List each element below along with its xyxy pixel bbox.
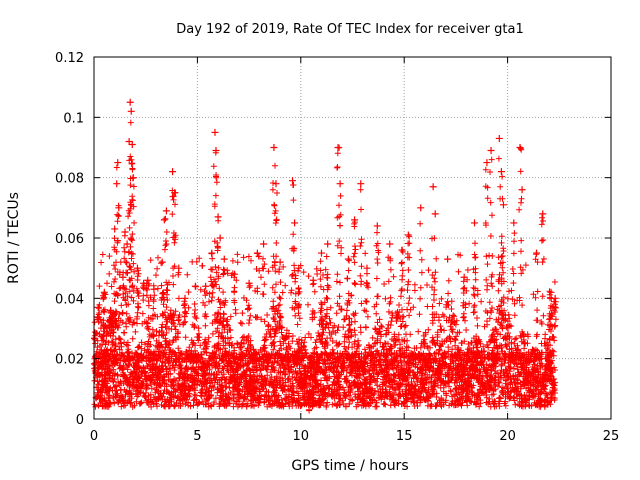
roti-data-point xyxy=(231,270,239,278)
y-tick-label: 0.12 xyxy=(55,51,84,66)
roti-data-point xyxy=(129,174,137,182)
roti-data-point xyxy=(150,285,158,293)
roti-data-point xyxy=(483,159,491,167)
roti-data-point xyxy=(324,240,332,248)
roti-data-point xyxy=(211,128,219,136)
roti-data-point xyxy=(291,219,299,227)
y-tick-label: 0 xyxy=(76,413,84,428)
roti-data-point xyxy=(181,294,189,302)
data-points xyxy=(91,98,559,414)
x-axis-ticks: 0 5 10 15 20 25 xyxy=(90,57,619,444)
roti-data-point xyxy=(133,264,141,272)
roti-data-point xyxy=(471,219,479,227)
roti-data-point xyxy=(373,222,381,230)
roti-data-point xyxy=(516,144,524,151)
roti-data-point xyxy=(111,225,119,233)
roti-data-point xyxy=(289,177,297,185)
roti-data-point xyxy=(351,216,359,224)
roti-data-point xyxy=(175,264,183,272)
roti-data-point xyxy=(202,282,210,290)
roti-data-point xyxy=(431,210,439,218)
roti-data-point xyxy=(495,134,503,142)
roti-data-point xyxy=(123,240,131,248)
roti-data-point xyxy=(260,240,268,248)
roti-data-point xyxy=(144,276,152,284)
roti-data-point xyxy=(270,144,278,151)
roti-data-point xyxy=(487,147,495,155)
y-tick-label: 0.04 xyxy=(55,292,84,307)
roti-data-point xyxy=(191,282,199,290)
roti-data-point xyxy=(126,98,134,106)
roti-data-point xyxy=(100,288,108,296)
roti-data-point xyxy=(499,201,507,209)
roti-data-point xyxy=(220,255,228,263)
roti-data-point xyxy=(497,168,505,176)
roti-data-point xyxy=(253,249,261,257)
roti-data-point xyxy=(162,207,170,215)
y-tick-label: 0.08 xyxy=(55,172,84,187)
x-tick-label: 10 xyxy=(293,429,310,444)
y-tick-label: 0.02 xyxy=(55,353,84,368)
x-tick-label: 25 xyxy=(603,429,620,444)
x-tick-label: 0 xyxy=(90,429,98,444)
roti-data-point xyxy=(216,234,224,242)
y-axis-ticks: 0 0.02 0.04 0.06 0.08 0.1 0.12 xyxy=(55,51,611,428)
roti-data-point xyxy=(107,306,115,314)
roti-data-point xyxy=(344,255,352,263)
roti-data-point xyxy=(429,183,437,191)
roti-data-point xyxy=(115,204,123,212)
roti-data-point xyxy=(336,180,344,188)
y-tick-label: 0.06 xyxy=(55,232,84,247)
roti-data-point xyxy=(334,144,342,151)
roti-data-point xyxy=(245,279,253,287)
roti-data-point xyxy=(539,210,547,218)
roti-data-point xyxy=(295,264,303,272)
x-tick-label: 15 xyxy=(396,429,413,444)
roti-data-point xyxy=(169,168,177,176)
roti-point-cloud xyxy=(91,119,559,414)
y-axis-label: ROTI / TECUs xyxy=(6,192,22,284)
x-axis-label: GPS time / hours xyxy=(291,458,408,474)
roti-data-point xyxy=(533,249,541,257)
roti-data-point xyxy=(140,279,148,287)
roti-data-point xyxy=(119,273,127,281)
roti-data-point xyxy=(109,312,117,320)
roti-data-point xyxy=(127,107,135,115)
roti-data-point xyxy=(113,180,121,188)
roti-data-point xyxy=(417,204,425,212)
roti-data-point xyxy=(309,276,317,284)
roti-data-point xyxy=(398,246,406,254)
roti-data-point xyxy=(128,140,136,148)
roti-data-point xyxy=(363,264,371,272)
roti-data-point xyxy=(160,216,168,224)
y-tick-label: 0.1 xyxy=(63,111,84,126)
roti-data-point xyxy=(158,258,166,266)
roti-data-point xyxy=(212,147,220,155)
roti-data-point xyxy=(551,294,559,302)
x-tick-label: 5 xyxy=(193,429,201,444)
roti-data-point xyxy=(510,219,518,227)
roti-data-point xyxy=(444,255,452,263)
roti-data-point xyxy=(94,303,102,311)
x-tick-label: 20 xyxy=(499,429,516,444)
roti-data-point xyxy=(276,258,284,266)
roti-data-point xyxy=(272,180,280,188)
roti-data-point xyxy=(208,249,216,257)
roti-data-point xyxy=(171,189,179,197)
roti-data-point xyxy=(214,213,222,221)
roti-data-point xyxy=(114,159,122,167)
roti-data-point xyxy=(357,180,365,188)
roti-data-point xyxy=(121,228,129,236)
roti-data-point xyxy=(518,186,526,194)
roti-data-point xyxy=(547,288,555,296)
roti-data-point xyxy=(404,231,412,239)
roti-data-point xyxy=(386,240,394,248)
roti-data-point xyxy=(125,137,133,145)
roti-data-point xyxy=(317,249,325,257)
roti-data-point xyxy=(460,273,468,281)
chart-title: Day 192 of 2019, Rate Of TEC Index for r… xyxy=(176,22,524,37)
